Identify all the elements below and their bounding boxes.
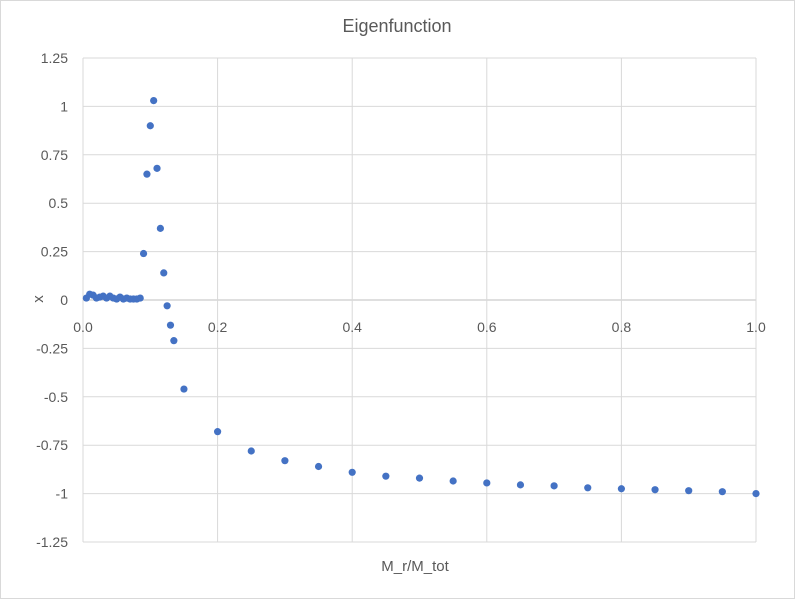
data-point [281, 457, 289, 465]
data-point [180, 385, 188, 393]
data-point [449, 477, 457, 485]
y-tick-label: 0.25 [41, 244, 68, 260]
data-point [584, 484, 592, 492]
y-tick-labels: 1.25 1 0.75 0.5 0.25 0 -0.25 -0.5 -0.75 -1 -1.25 [36, 50, 68, 550]
gridlines [82, 57, 757, 543]
data-point [651, 486, 659, 494]
data-point [143, 170, 151, 178]
data-point [550, 482, 558, 490]
y-tick-label: -1 [56, 486, 69, 502]
data-point [150, 96, 158, 105]
y-tick-label: -0.5 [44, 389, 68, 405]
data-point [752, 490, 760, 498]
data-point [146, 122, 154, 130]
y-tick-label: 0.5 [49, 195, 69, 211]
data-point [214, 428, 222, 436]
x-tick-labels: 0.0 0.2 0.4 0.6 0.8 1.0 [73, 319, 766, 335]
y-tick-label: -0.25 [36, 340, 68, 356]
y-tick-label: -1.25 [36, 534, 68, 550]
data-point [382, 472, 390, 480]
x-tick-label: 0.2 [208, 319, 228, 335]
data-point [314, 462, 323, 471]
data-point [415, 474, 424, 482]
data-points [82, 96, 760, 498]
data-point [685, 487, 693, 495]
x-tick-label: 0.0 [73, 319, 93, 335]
data-point [166, 321, 175, 329]
data-point [170, 337, 178, 345]
data-point [139, 249, 148, 258]
data-point [156, 224, 164, 232]
data-point [247, 447, 255, 455]
y-tick-label: 1 [60, 98, 68, 114]
y-tick-label: -0.75 [36, 437, 68, 453]
chart-title: Eigenfunction [342, 16, 451, 36]
x-tick-label: 0.6 [477, 319, 497, 335]
x-tick-label: 0.4 [342, 319, 362, 335]
data-point [163, 302, 171, 310]
data-point [160, 269, 168, 277]
y-axis-label: x [30, 295, 47, 303]
y-tick-label: 1.25 [41, 50, 68, 66]
data-point [516, 481, 525, 489]
x-tick-label: 0.8 [612, 319, 632, 335]
data-point [136, 294, 144, 302]
data-point [153, 164, 161, 172]
data-point [718, 488, 726, 496]
y-tick-label: 0.75 [41, 147, 68, 163]
data-point [348, 468, 356, 476]
x-tick-label: 1.0 [746, 319, 766, 335]
x-axis-label: M_r/M_tot [381, 558, 449, 575]
data-point [617, 485, 626, 493]
y-tick-label: 0 [60, 292, 68, 308]
data-point [483, 479, 491, 487]
